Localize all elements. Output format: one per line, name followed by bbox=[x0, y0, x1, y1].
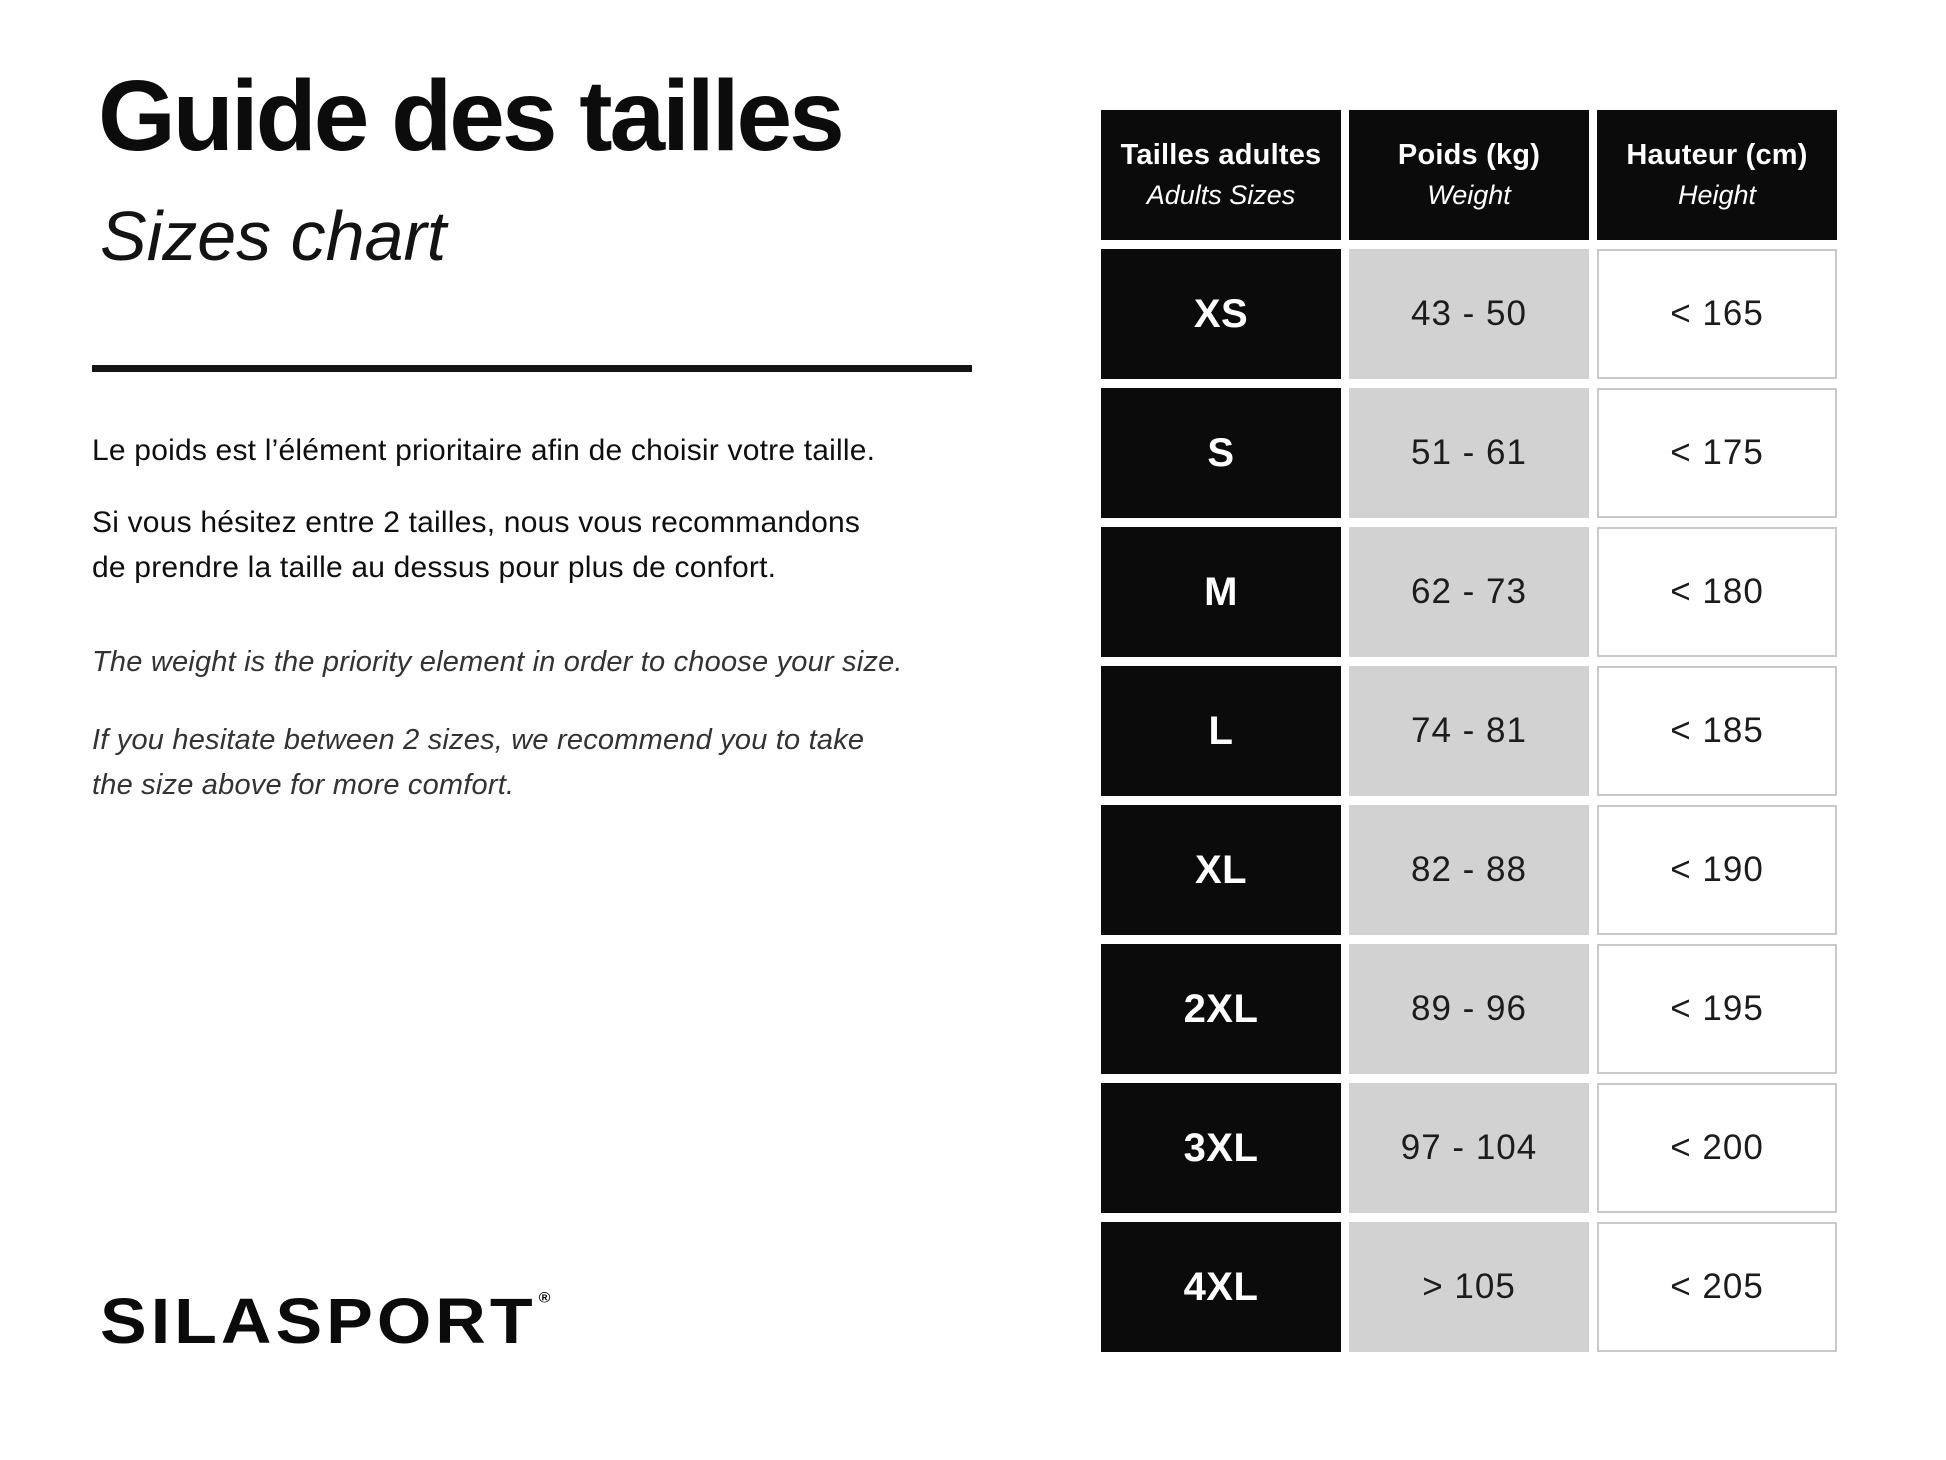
size-cell-2xl: 2XL bbox=[1101, 944, 1341, 1074]
weight-cell-l: 74 - 81 bbox=[1349, 666, 1589, 796]
size-cell-m: M bbox=[1101, 527, 1341, 657]
weight-cell-3xl: 97 - 104 bbox=[1349, 1083, 1589, 1213]
intro-en-weight: The weight is the priority element in or… bbox=[92, 646, 903, 678]
column-header-sizes-en: Adults Sizes bbox=[1146, 180, 1296, 210]
column-header-height-en: Height bbox=[1677, 180, 1757, 210]
column-header-sizes: Tailles adultes Adults Sizes bbox=[1101, 110, 1341, 240]
height-cell-3xl: < 200 bbox=[1597, 1083, 1837, 1213]
size-cell-4xl: 4XL bbox=[1101, 1222, 1341, 1352]
weight-cell-xs: 43 - 50 bbox=[1349, 249, 1589, 379]
size-table: Tailles adultes Adults Sizes Poids (kg) … bbox=[1101, 110, 1837, 1352]
column-header-sizes-fr: Tailles adultes bbox=[1120, 139, 1322, 171]
intro-en-hesitate: If you hesitate between 2 sizes, we reco… bbox=[92, 724, 865, 801]
weight-cell-m: 62 - 73 bbox=[1349, 527, 1589, 657]
column-header-weight: Poids (kg) Weight bbox=[1349, 110, 1589, 240]
size-cell-xs: XS bbox=[1101, 249, 1341, 379]
intro-fr-hesitate: Si vous hésitez entre 2 tailles, nous vo… bbox=[92, 506, 861, 584]
column-header-height: Hauteur (cm) Height bbox=[1597, 110, 1837, 240]
size-cell-l: L bbox=[1101, 666, 1341, 796]
height-cell-l: < 185 bbox=[1597, 666, 1837, 796]
height-cell-4xl: < 205 bbox=[1597, 1222, 1837, 1352]
height-cell-m: < 180 bbox=[1597, 527, 1837, 657]
size-cell-3xl: 3XL bbox=[1101, 1083, 1341, 1213]
weight-cell-2xl: 89 - 96 bbox=[1349, 944, 1589, 1074]
height-cell-xl: < 190 bbox=[1597, 805, 1837, 935]
weight-cell-xl: 82 - 88 bbox=[1349, 805, 1589, 935]
divider bbox=[92, 365, 972, 372]
size-cell-s: S bbox=[1101, 388, 1341, 518]
column-header-weight-en: Weight bbox=[1427, 180, 1511, 210]
intro-fr-weight: Le poids est l’élément prioritaire afin … bbox=[92, 434, 876, 467]
column-header-weight-fr: Poids (kg) bbox=[1397, 139, 1541, 171]
registered-trademark-icon: ® bbox=[538, 1290, 551, 1307]
silasport-logo: SILASPORT ® bbox=[100, 1284, 550, 1358]
page-title: Guide des tailles bbox=[98, 60, 845, 172]
silasport-logo-text: SILASPORT bbox=[100, 1284, 537, 1357]
weight-cell-s: 51 - 61 bbox=[1349, 388, 1589, 518]
height-cell-xs: < 165 bbox=[1597, 249, 1837, 379]
height-cell-s: < 175 bbox=[1597, 388, 1837, 518]
size-cell-xl: XL bbox=[1101, 805, 1341, 935]
weight-cell-4xl: > 105 bbox=[1349, 1222, 1589, 1352]
height-cell-2xl: < 195 bbox=[1597, 944, 1837, 1074]
column-header-height-fr: Hauteur (cm) bbox=[1626, 139, 1808, 171]
page-subtitle: Sizes chart bbox=[100, 197, 447, 275]
